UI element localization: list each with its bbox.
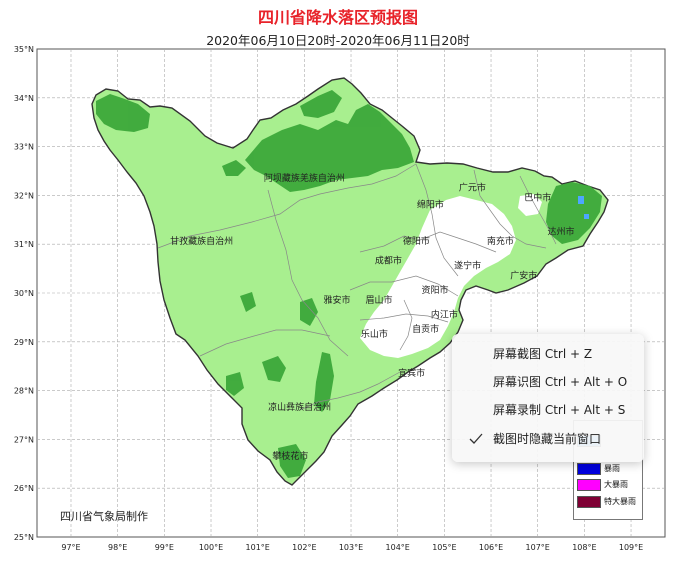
province-shape — [91, 77, 609, 486]
region-label: 广安市 — [510, 269, 537, 281]
legend-swatch — [577, 463, 601, 475]
lon-tick-label: 108°E — [572, 543, 596, 552]
lat-tick-label: 27°N — [14, 435, 34, 444]
region-label: 资阳市 — [422, 284, 449, 296]
map-subtitle: 2020年06月10日20时-2020年06月11日20时 — [206, 33, 470, 48]
heavy-rain-spots — [578, 196, 589, 219]
menu-item-label: 屏幕截图 Ctrl + Z — [493, 347, 593, 361]
prefecture-boundaries — [157, 163, 557, 411]
menu-item-label: 截图时隐藏当前窗口 — [493, 432, 602, 446]
menu-item-image-recognition[interactable]: 屏幕识图 Ctrl + Alt + O — [452, 370, 644, 394]
menu-item-hide-window[interactable]: 截图时隐藏当前窗口 — [452, 427, 644, 451]
region-label: 德阳市 — [403, 235, 430, 247]
lon-tick-label: 97°E — [61, 543, 80, 552]
lon-tick-label: 98°E — [108, 543, 127, 552]
lat-tick-label: 25°N — [14, 533, 34, 542]
region-label: 达州市 — [548, 225, 575, 237]
lon-tick-label: 106°E — [479, 543, 503, 552]
menu-item-screen-record[interactable]: 屏幕录制 Ctrl + Alt + S — [452, 398, 644, 422]
region-label: 阿坝藏族羌族自治州 — [264, 172, 345, 184]
lon-tick-label: 99°E — [155, 543, 174, 552]
region-label: 巴中市 — [524, 191, 551, 203]
lon-tick-label: 100°E — [199, 543, 223, 552]
region-label: 内江市 — [431, 308, 458, 320]
legend-swatch — [577, 479, 601, 491]
legend-swatch — [577, 496, 601, 508]
lon-tick-label: 109°E — [619, 543, 643, 552]
lon-tick-label: 103°E — [339, 543, 363, 552]
region-label: 宜宾市 — [398, 367, 425, 379]
region-label: 绵阳市 — [417, 199, 444, 211]
region-label: 南充市 — [487, 235, 514, 247]
legend-label: 暴雨 — [604, 464, 620, 473]
region-label: 遂宁市 — [454, 260, 481, 272]
lon-tick-label: 101°E — [246, 543, 270, 552]
lon-tick-label: 107°E — [526, 543, 550, 552]
legend-label: 特大暴雨 — [604, 497, 636, 506]
lat-tick-label: 33°N — [14, 143, 34, 152]
checkmark-icon — [469, 433, 483, 444]
map-title: 四川省降水落区预报图 — [257, 8, 418, 27]
region-label: 广元市 — [459, 182, 486, 194]
region-label: 凉山彝族自治州 — [268, 401, 331, 413]
lat-tick-label: 31°N — [14, 240, 34, 249]
region-label: 攀枝花市 — [272, 450, 308, 462]
no-rain-area — [360, 196, 516, 358]
menu-item-label: 屏幕录制 Ctrl + Alt + S — [493, 403, 626, 417]
menu-item-label: 屏幕识图 Ctrl + Alt + O — [493, 375, 628, 389]
region-label: 自贡市 — [412, 323, 439, 335]
lon-tick-label: 105°E — [432, 543, 456, 552]
lat-tick-label: 34°N — [14, 94, 34, 103]
lon-tick-label: 102°E — [292, 543, 316, 552]
lat-tick-label: 30°N — [14, 289, 34, 298]
context-menu: 屏幕截图 Ctrl + Z 屏幕识图 Ctrl + Alt + O 屏幕录制 C… — [452, 334, 644, 462]
region-label: 雅安市 — [324, 294, 351, 306]
region-label: 乐山市 — [361, 328, 388, 340]
lon-tick-label: 104°E — [386, 543, 410, 552]
lat-tick-label: 32°N — [14, 191, 34, 200]
region-label: 成都市 — [375, 255, 402, 267]
menu-item-screenshot[interactable]: 屏幕截图 Ctrl + Z — [452, 342, 644, 366]
lat-tick-label: 26°N — [14, 484, 34, 493]
lat-tick-label: 28°N — [14, 387, 34, 396]
moderate-rain-areas — [96, 90, 602, 478]
lat-tick-label: 35°N — [14, 45, 34, 54]
region-label: 甘孜藏族自治州 — [170, 235, 233, 247]
credit-text: 四川省气象局制作 — [60, 510, 148, 523]
no-rain-area-small — [518, 194, 542, 216]
region-label: 眉山市 — [366, 294, 393, 306]
lat-tick-label: 29°N — [14, 338, 34, 347]
legend-label: 大暴雨 — [604, 480, 628, 489]
